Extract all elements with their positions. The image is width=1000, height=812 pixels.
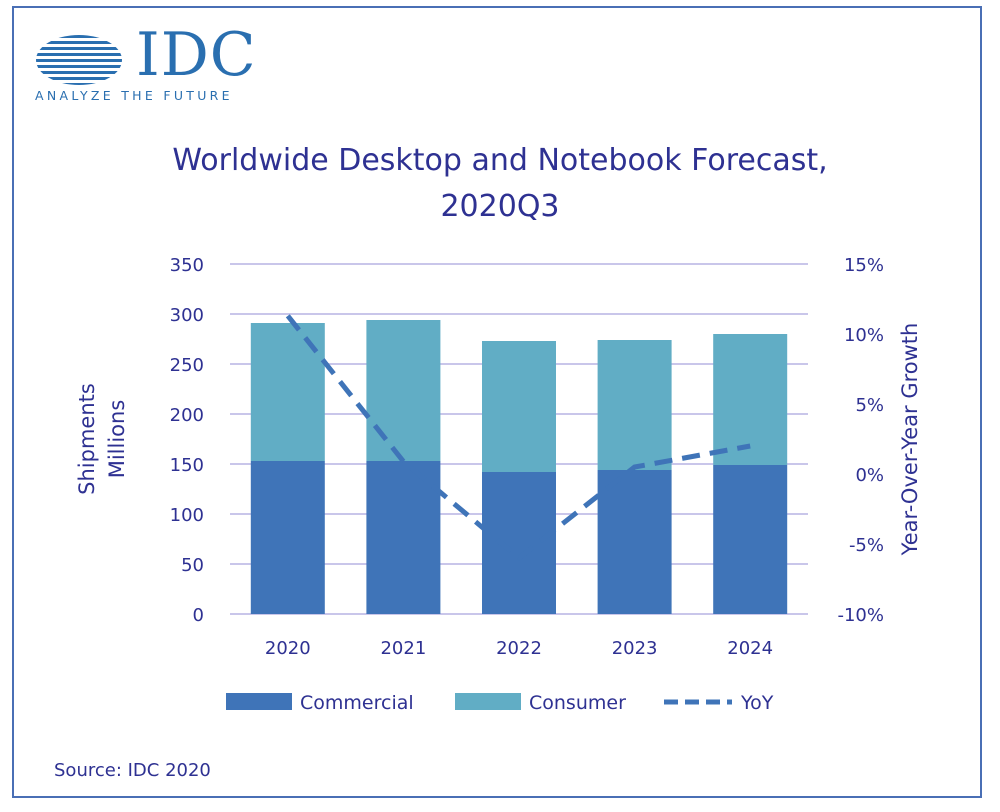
y-tick-label: 0 [193,605,204,626]
y2-tick-label: -10% [837,605,884,626]
x-tick-label: 2024 [727,638,773,659]
chart-title-line-1: Worldwide Desktop and Notebook Forecast, [172,143,828,178]
logo-tagline: ANALYZE THE FUTURE [35,88,233,103]
source-note: Source: IDC 2020 [54,760,211,781]
bar-consumer [482,341,556,472]
y2-tick-label: 0% [855,465,884,486]
y-axis-title-line-2: Millions [105,400,129,479]
y2-tick-label: -5% [849,535,884,556]
y2-tick-label: 15% [844,255,884,276]
y2-axis-title: Year-Over-Year Growth [898,323,922,557]
y-axis-title-line-1: Shipments [75,383,99,495]
x-tick-label: 2021 [380,638,426,659]
legend-swatch-consumer [455,693,521,710]
legend-label-yoy: YoY [740,692,774,714]
y2-tick-label: 10% [844,325,884,346]
bar-commercial [482,472,556,614]
bar-commercial [597,470,672,614]
bar-consumer [713,334,788,465]
logo-wordmark: IDC [136,20,257,90]
y2-tick-label: 5% [855,395,884,416]
y-tick-label: 50 [181,555,204,576]
idc-globe-icon [36,35,122,85]
chart-title: Worldwide Desktop and Notebook Forecast,… [0,138,1000,230]
bar-consumer [366,320,441,461]
bar-consumer [597,340,672,470]
idc-logo: IDC ANALYZE THE FUTURE [33,20,263,108]
y-tick-label: 100 [170,505,204,526]
y-tick-label: 350 [170,255,204,276]
bar-consumer [250,323,325,461]
y-tick-label: 150 [170,455,204,476]
x-tick-label: 2022 [496,638,542,659]
yoy-line [285,314,751,561]
legend-label-commercial: Commercial [300,692,414,714]
x-tick-label: 2023 [612,638,658,659]
y-tick-label: 300 [170,305,204,326]
x-tick-label: 2020 [265,638,311,659]
chart-title-line-2: 2020Q3 [440,189,560,224]
y-tick-label: 250 [170,355,204,376]
y-tick-label: 200 [170,405,204,426]
bar-commercial [713,465,788,614]
legend: Commercial Consumer YoY [226,692,774,714]
legend-label-consumer: Consumer [529,692,626,714]
bar-commercial [250,461,325,614]
bar-commercial [366,461,441,614]
legend-swatch-commercial [226,693,292,710]
